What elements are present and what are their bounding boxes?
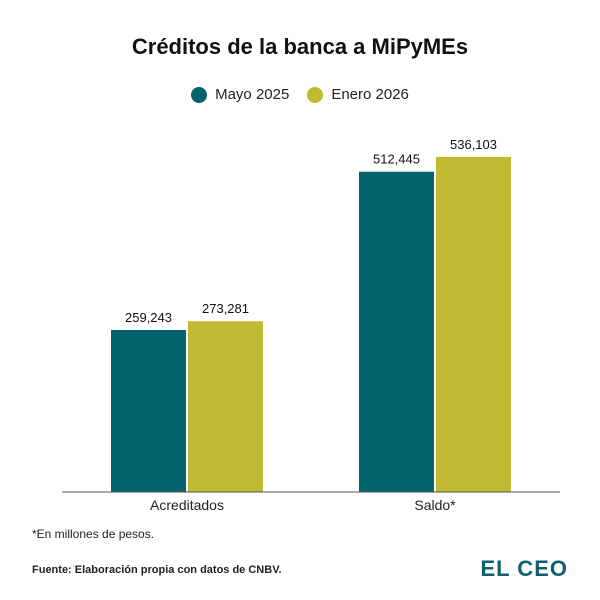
data-label: 512,445 (373, 152, 420, 167)
bar-acreditados-series-0 (111, 329, 186, 492)
bar-acreditados-series-1 (188, 321, 263, 492)
footnote: *En millones de pesos. (32, 527, 155, 541)
legend-item-mayo-2025: Mayo 2025 (191, 86, 289, 103)
legend-label-mayo-2025: Mayo 2025 (215, 86, 290, 103)
legend-label-enero-2026: Enero 2026 (331, 86, 409, 103)
bar-saldo-series-0 (359, 171, 434, 493)
source-note: Fuente: Elaboración propia con datos de … (32, 564, 282, 576)
bar-saldo-series-1 (436, 156, 511, 493)
legend-item-enero-2026: Enero 2026 (307, 86, 409, 103)
legend: Mayo 2025 Enero 2026 (0, 86, 600, 103)
brand-logo: EL CEO (480, 556, 568, 582)
data-label: 259,243 (125, 310, 172, 325)
x-tick-label: Saldo* (414, 497, 456, 513)
data-label: 273,281 (202, 301, 249, 316)
legend-swatch-enero-2026 (307, 86, 324, 103)
brand-logo-text: EL CEO (480, 556, 568, 581)
x-tick-label: Acreditados (150, 497, 224, 513)
chart-title: Créditos de la banca a MiPyMEs (131, 34, 469, 59)
data-label: 536,103 (450, 137, 497, 152)
legend-swatch-mayo-2025 (191, 86, 208, 103)
